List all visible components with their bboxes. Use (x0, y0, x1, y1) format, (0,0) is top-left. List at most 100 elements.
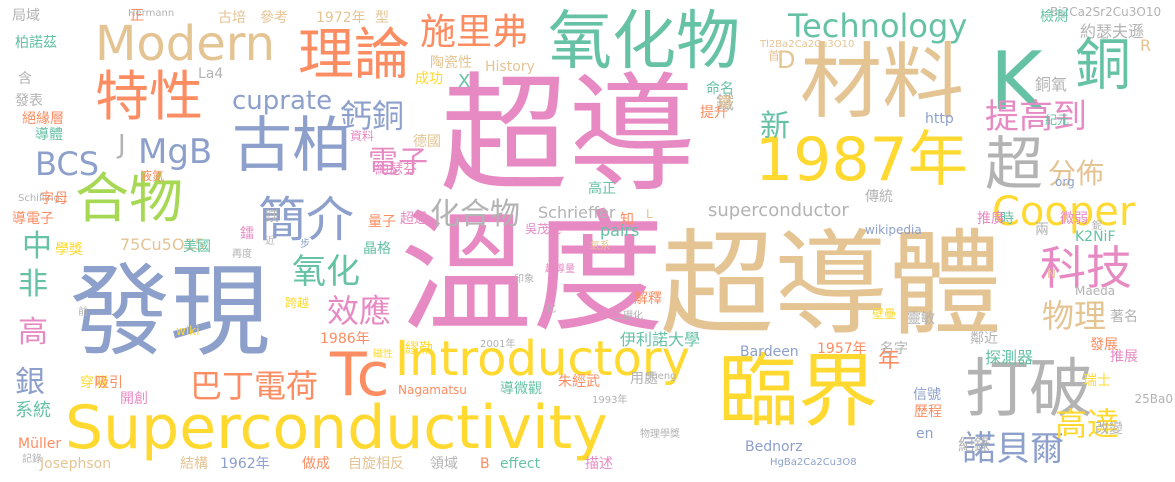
cloud-word: HgBa2Ca2Cu3O8 (770, 457, 857, 468)
cloud-word: 近 (265, 236, 275, 247)
cloud-word: 型 (375, 10, 389, 26)
cloud-word: 正 (130, 8, 144, 24)
cloud-word: 做成 (302, 456, 330, 472)
cloud-word: 絕緣層 (22, 111, 64, 127)
cloud-word: 導體 (35, 127, 63, 143)
cloud-word: J (118, 130, 126, 160)
cloud-word: Cooper (992, 189, 1136, 235)
cloud-word: 鐵 (716, 93, 734, 114)
cloud-word: 導電子 (12, 211, 54, 227)
cloud-word: 超導 (440, 61, 697, 210)
cloud-word: 發現 (70, 253, 270, 370)
cloud-word: Schrieffer (538, 203, 616, 222)
cloud-word: 化 (546, 304, 556, 315)
cloud-word: Josephson (40, 456, 112, 472)
cloud-word: 探測器 (985, 348, 1034, 367)
cloud-word: 提升 (700, 105, 728, 121)
cloud-word: 臨界 (718, 345, 878, 438)
cloud-word: 靈敏 (907, 311, 935, 327)
cloud-word: Bardeen (740, 344, 799, 360)
cloud-word: 歷程 (914, 404, 942, 420)
cloud-word: 1957年 (817, 341, 867, 357)
cloud-word: Technology (788, 7, 968, 45)
cloud-word: 參考 (260, 10, 288, 26)
cloud-word: 繆勒 (405, 341, 433, 357)
cloud-word: 2001年 (480, 339, 516, 350)
cloud-word: 解釋 (634, 291, 662, 307)
cloud-word: 簡介 (258, 192, 355, 248)
cloud-word: 超 (985, 130, 1044, 198)
cloud-word: 領域 (430, 456, 458, 472)
cloud-word: 中 (22, 229, 52, 264)
cloud-word: R (1140, 36, 1152, 55)
cloud-word: 新 (760, 109, 790, 144)
cloud-word: 施里弗 (420, 12, 529, 53)
cloud-word: 物理學獎 (640, 429, 680, 440)
cloud-word: K2NiF (1075, 229, 1116, 245)
cloud-word: 高達 (1055, 405, 1120, 443)
cloud-word: 高 (18, 315, 48, 350)
cloud-word: 開創 (120, 391, 148, 407)
cloud-word: 兩 (1035, 222, 1049, 238)
cloud-word: cuprate (232, 86, 333, 116)
cloud-word: 局域 (12, 8, 40, 24)
cloud-word: org (1055, 175, 1075, 189)
cloud-word: 二硼化 (613, 311, 643, 322)
cloud-word: 銅 (1075, 33, 1131, 98)
cloud-word: 提高到 (985, 97, 1087, 137)
cloud-word: Modern (95, 16, 276, 72)
cloud-word: 25Ba0 (1134, 392, 1174, 406)
cloud-word: 鈣銅 (340, 97, 405, 135)
cloud-word: 柏諾茲 (15, 35, 57, 51)
cloud-word: 打破 (965, 353, 1093, 427)
cloud-word: D (777, 46, 796, 74)
cloud-word: 知 (620, 212, 634, 228)
cloud-word: 年 (878, 348, 901, 373)
cloud-word: 推廣 (977, 211, 1005, 227)
cloud-word: 微弱 (1060, 211, 1088, 227)
cloud-word: 描述 (585, 456, 613, 472)
cloud-word: Sheng (645, 371, 677, 382)
cloud-word: 命名 (706, 81, 734, 97)
cloud-word: 特性 (95, 65, 203, 128)
cloud-word: 鐳 (240, 226, 254, 242)
cloud-word: BCS (35, 145, 100, 183)
cloud-word: 吸引 (95, 375, 123, 391)
cloud-word: 推展 (1110, 349, 1138, 365)
cloud-word: 資料 (350, 129, 375, 143)
cloud-word: Tc (330, 340, 390, 410)
cloud-word: 鄰近 (970, 331, 998, 347)
cloud-word: B (480, 456, 490, 472)
cloud-word: 化合物 (430, 197, 520, 232)
cloud-word: 成功 (415, 71, 443, 87)
cloud-word: MgB (138, 132, 213, 172)
cloud-word: Müller (18, 436, 62, 452)
cloud-word: 著名 (1110, 309, 1138, 325)
cloud-word: 德國 (413, 134, 441, 150)
cloud-word: L (646, 207, 653, 221)
cloud-word: 超過 (400, 211, 428, 227)
cloud-word: History (485, 59, 535, 75)
cloud-word: 氧化物 (548, 5, 740, 79)
cloud-word: Nagamatsu (398, 383, 467, 397)
cloud-word: 美國 (183, 239, 211, 255)
cloud-word: 溫度 (400, 197, 664, 351)
cloud-word: Superconductivity (65, 393, 608, 463)
cloud-word: 材料 (800, 35, 965, 130)
cloud-word: N (1047, 267, 1056, 281)
cloud-word: X (458, 71, 471, 92)
cloud-word: wiki (176, 324, 200, 338)
cloud-word: 朱經武 (558, 374, 600, 390)
cloud-word: 理論 (298, 23, 410, 88)
cloud-word: 磁性 (373, 349, 393, 360)
cloud-word: Introductory (395, 331, 691, 387)
cloud-word: 諾貝爾 (962, 429, 1064, 469)
cloud-word: Tl2Ba2Ca2Cu3O10 (760, 39, 855, 50)
cloud-word: 學獎 (55, 242, 83, 258)
cloud-word: wikipedia (865, 223, 922, 237)
cloud-word: 1972年 (316, 10, 366, 26)
cloud-word: 信號 (913, 387, 941, 403)
cloud-word: 銅氧 (1035, 75, 1068, 94)
cloud-word: 印象 (514, 274, 534, 285)
